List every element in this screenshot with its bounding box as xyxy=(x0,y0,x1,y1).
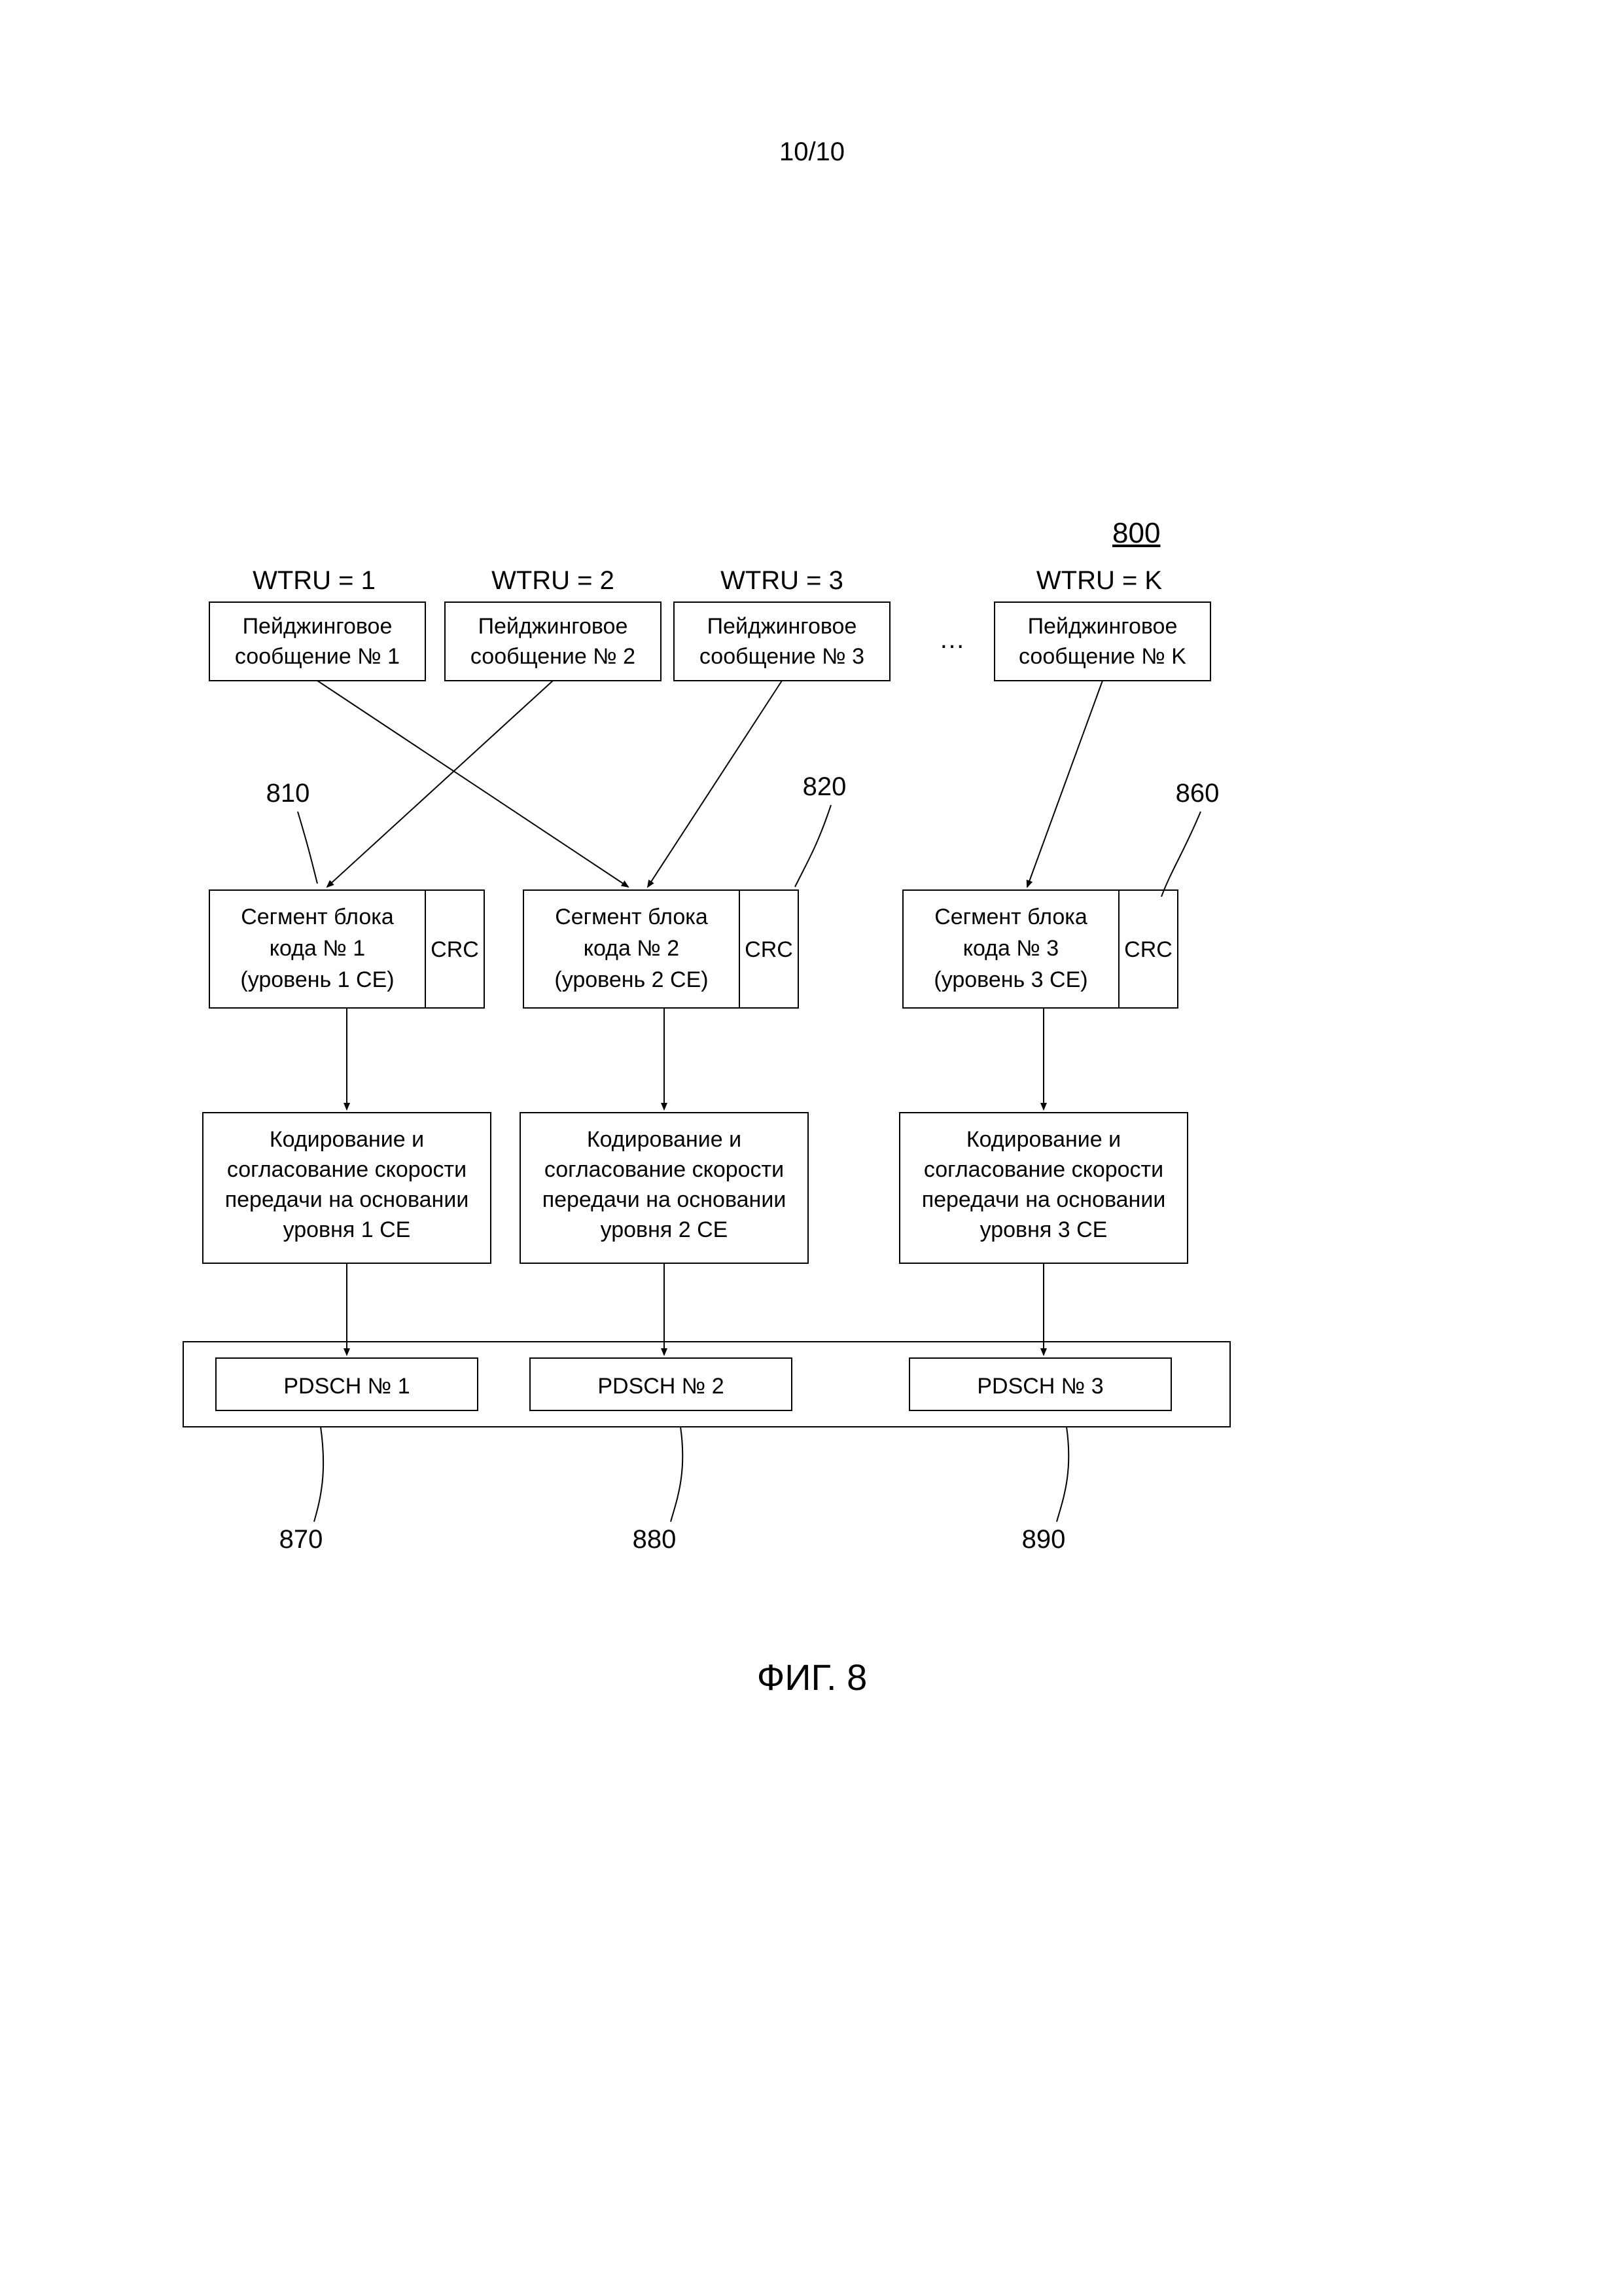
svg-text:860: 860 xyxy=(1176,779,1220,808)
svg-text:Сегмент блока: Сегмент блока xyxy=(555,905,708,929)
svg-text:передачи на основании: передачи на основании xyxy=(225,1187,469,1212)
svg-text:820: 820 xyxy=(803,772,847,801)
paging-box-4: Пейджинговое сообщение № K xyxy=(995,602,1210,681)
svg-text:810: 810 xyxy=(266,779,310,808)
svg-text:кода № 3: кода № 3 xyxy=(963,936,1059,961)
ref-880: 880 xyxy=(633,1427,683,1554)
segment-box-1: Сегмент блока кода № 1 (уровень 1 CE) CRC xyxy=(209,890,484,1008)
route-arrow-4 xyxy=(1027,681,1103,887)
route-arrow-1 xyxy=(317,681,628,887)
svg-text:передачи на основании: передачи на основании xyxy=(542,1187,786,1212)
diagram-svg: WTRU = 1 WTRU = 2 WTRU = 3 WTRU = K … Пейджин… xyxy=(0,0,1624,2296)
svg-text:(уровень 3 CE): (уровень 3 CE) xyxy=(934,967,1087,992)
svg-text:870: 870 xyxy=(279,1525,323,1554)
svg-text:CRC: CRC xyxy=(431,937,479,962)
coding-box-3: Кодирование и согласование скорости переда… xyxy=(900,1113,1188,1263)
ref-890: 890 xyxy=(1022,1427,1069,1554)
svg-text:сообщение № K: сообщение № K xyxy=(1019,644,1186,669)
svg-text:Кодирование и: Кодирование и xyxy=(270,1127,424,1152)
svg-text:880: 880 xyxy=(633,1525,677,1554)
pdsch-box-3: PDSCH № 3 xyxy=(909,1358,1171,1410)
svg-text:PDSCH № 3: PDSCH № 3 xyxy=(977,1374,1103,1399)
coding-box-1: Кодирование и согласование скорости переда… xyxy=(203,1113,491,1263)
pdsch-box-1: PDSCH № 1 xyxy=(216,1358,478,1410)
svg-text:Кодирование и: Кодирование и xyxy=(587,1127,741,1152)
svg-text:890: 890 xyxy=(1022,1525,1066,1554)
svg-text:передачи на основании: передачи на основании xyxy=(922,1187,1166,1212)
svg-text:CRC: CRC xyxy=(745,937,793,962)
wtru-header-4: WTRU = K xyxy=(1036,566,1163,595)
ref-820: 820 xyxy=(795,772,846,887)
wtru-header-1: WTRU = 1 xyxy=(253,566,376,595)
ref-860: 860 xyxy=(1161,779,1219,897)
svg-text:Сегмент блока: Сегмент блока xyxy=(241,905,394,929)
svg-text:(уровень 2 CE): (уровень 2 CE) xyxy=(554,967,708,992)
svg-text:Пейджинговое: Пейджинговое xyxy=(1028,614,1178,639)
svg-text:согласование скорости: согласование скорости xyxy=(544,1157,784,1182)
svg-text:уровня 2 CE: уровня 2 CE xyxy=(601,1217,728,1242)
svg-text:сообщение № 2: сообщение № 2 xyxy=(470,644,635,669)
coding-box-2: Кодирование и согласование скорости переда… xyxy=(520,1113,808,1263)
route-arrow-3 xyxy=(648,681,782,887)
page: 10/10 800 ФИГ. 8 WTRU = 1WTRU = 2WTRU = … xyxy=(0,0,1624,2296)
pdsch-box-2: PDSCH № 2 xyxy=(530,1358,792,1410)
svg-text:согласование скорости: согласование скорости xyxy=(924,1157,1163,1182)
svg-text:(уровень 1 CE): (уровень 1 CE) xyxy=(240,967,394,992)
ref-870: 870 xyxy=(279,1427,324,1554)
svg-text:Сегмент блока: Сегмент блока xyxy=(934,905,1087,929)
paging-box-1: Пейджинговое сообщение № 1 xyxy=(209,602,425,681)
svg-text:Пейджинговое: Пейджинговое xyxy=(707,614,857,639)
paging-box-2: Пейджинговое сообщение № 2 xyxy=(445,602,661,681)
wtru-header-3: WTRU = 3 xyxy=(720,566,843,595)
paging-box-3: Пейджинговое сообщение № 3 xyxy=(674,602,890,681)
route-arrow-2 xyxy=(327,681,553,887)
svg-text:сообщение № 3: сообщение № 3 xyxy=(699,644,864,669)
svg-text:PDSCH № 2: PDSCH № 2 xyxy=(597,1374,724,1399)
wtru-header-2: WTRU = 2 xyxy=(491,566,614,595)
svg-text:PDSCH № 1: PDSCH № 1 xyxy=(283,1374,410,1399)
ref-810: 810 xyxy=(266,779,317,884)
svg-text:уровня 3 CE: уровня 3 CE xyxy=(980,1217,1108,1242)
svg-text:Пейджинговое: Пейджинговое xyxy=(478,614,628,639)
svg-text:кода № 1: кода № 1 xyxy=(270,936,365,961)
svg-text:Пейджинговое: Пейджинговое xyxy=(243,614,393,639)
svg-text:сообщение № 1: сообщение № 1 xyxy=(235,644,400,669)
ellipsis: … xyxy=(939,625,965,654)
svg-text:согласование скорости: согласование скорости xyxy=(227,1157,467,1182)
svg-text:кода № 2: кода № 2 xyxy=(584,936,679,961)
segment-box-3: Сегмент блока кода № 3 (уровень 3 CE) CRC xyxy=(903,890,1178,1008)
svg-text:уровня 1 CE: уровня 1 CE xyxy=(283,1217,411,1242)
svg-text:CRC: CRC xyxy=(1124,937,1173,962)
segment-box-2: Сегмент блока кода № 2 (уровень 2 CE) CRC xyxy=(523,890,798,1008)
svg-text:Кодирование и: Кодирование и xyxy=(966,1127,1121,1152)
